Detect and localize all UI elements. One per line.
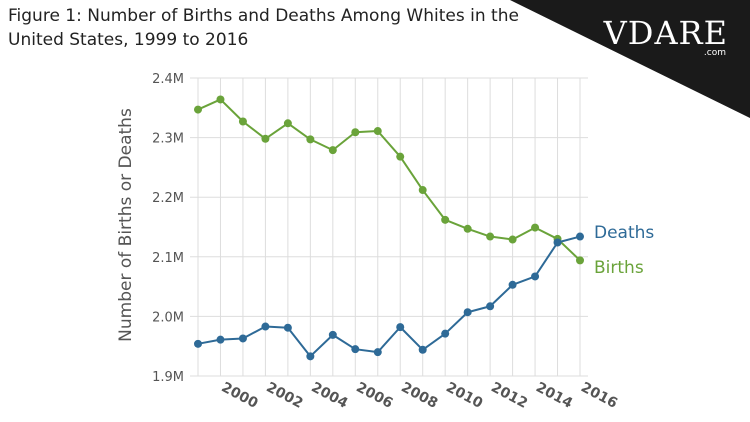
data-point-births — [531, 223, 540, 232]
data-point-births — [306, 135, 315, 144]
x-tick-label: 2000 — [219, 379, 261, 412]
data-point-deaths — [328, 330, 337, 339]
data-point-births — [508, 235, 517, 244]
data-point-deaths — [486, 302, 495, 311]
data-point-deaths — [508, 280, 517, 289]
data-point-births — [283, 119, 292, 128]
data-point-deaths — [463, 308, 472, 317]
data-point-deaths — [418, 345, 427, 354]
series-line-deaths — [197, 235, 581, 358]
data-point-deaths — [373, 348, 382, 357]
y-tick-label: 2.0M — [152, 310, 184, 325]
data-point-deaths — [396, 323, 405, 332]
y-tick-label: 2.2M — [152, 191, 184, 206]
data-point-births — [238, 117, 247, 126]
y-tick-label: 1.9M — [152, 370, 184, 385]
data-point-births — [216, 95, 225, 104]
x-tick-label: 2008 — [398, 379, 440, 411]
x-tick-label: 2004 — [308, 379, 350, 412]
vdare-logo-domain: .com — [703, 48, 726, 58]
data-point-deaths — [351, 345, 360, 354]
x-tick-label: 2012 — [488, 379, 530, 411]
data-point-births — [261, 134, 270, 143]
data-point-deaths — [531, 272, 540, 281]
legend-births: Births — [594, 258, 644, 279]
chart-title: Figure 1: Number of Births and Deaths Am… — [8, 6, 519, 50]
data-point-deaths — [553, 238, 562, 247]
data-point-deaths — [441, 329, 450, 338]
data-point-deaths — [261, 322, 270, 331]
data-point-births — [194, 105, 202, 114]
y-tick-label: 2.1M — [152, 251, 184, 266]
data-point-births — [486, 232, 495, 241]
data-point-births — [351, 128, 360, 137]
data-point-births — [576, 256, 584, 265]
y-tick-label: 2.3M — [152, 132, 184, 147]
data-point-deaths — [238, 334, 247, 343]
data-point-deaths — [216, 335, 225, 344]
x-tick-label: 2006 — [353, 379, 395, 411]
data-point-births — [396, 152, 405, 161]
x-tick-label: 2016 — [578, 379, 620, 411]
vdare-logo[interactable]: VDARE — [603, 14, 728, 52]
data-point-births — [418, 186, 427, 195]
data-point-births — [463, 224, 472, 233]
data-point-deaths — [576, 232, 584, 241]
x-tick-label: 2002 — [264, 379, 306, 411]
data-point-births — [441, 215, 450, 224]
y-tick-label: 2.4M — [152, 72, 184, 87]
y-axis-label: Number of Births or Deaths — [116, 108, 136, 342]
data-point-births — [328, 146, 337, 155]
legend-deaths: Deaths — [594, 222, 655, 243]
data-point-deaths — [306, 352, 315, 361]
x-tick-label: 2010 — [443, 379, 485, 412]
x-tick-label: 2014 — [533, 379, 575, 412]
series-line-births — [197, 98, 581, 262]
data-point-deaths — [194, 339, 202, 348]
data-point-births — [373, 127, 382, 136]
data-point-deaths — [283, 323, 292, 332]
